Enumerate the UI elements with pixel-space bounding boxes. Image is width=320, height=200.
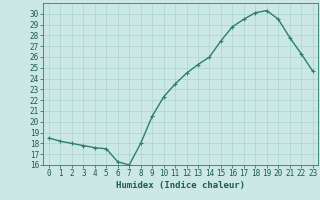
X-axis label: Humidex (Indice chaleur): Humidex (Indice chaleur) [116,181,245,190]
